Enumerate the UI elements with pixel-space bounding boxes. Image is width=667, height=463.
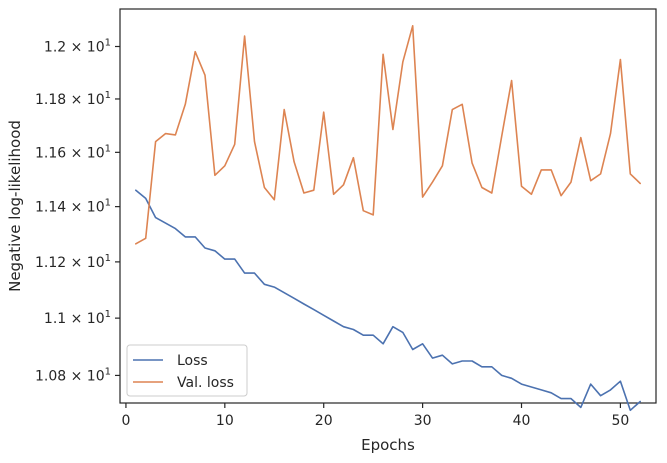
legend-box [126,344,248,397]
series-layer [135,24,642,412]
x-tick-label: 30 [414,413,432,429]
y-tick-label: 1.2 × 101 [44,37,111,55]
x-tick-label: 20 [315,413,333,429]
x-axis-label: Epochs [361,436,415,454]
x-tick-label: 50 [611,413,629,429]
y-tick-label: 1.14 × 101 [35,198,111,216]
y-axis-label: Negative log-likelihood [6,120,24,292]
legend-label-val-loss: Val. loss [177,375,234,391]
y-axis: 1.08 × 101 1.1 × 101 1.12 × 101 1.14 × 101 1… [35,37,120,384]
y-tick-label: 1.08 × 101 [35,366,111,384]
series-line-loss [135,189,642,412]
x-tick-label: 10 [216,413,234,429]
x-axis: 0 10 20 30 40 50 [121,403,629,429]
y-tick-label: 1.12 × 101 [35,253,111,271]
x-tick-label: 0 [121,413,130,429]
legend-label-loss: Loss [177,353,208,369]
y-tick-label: 1.16 × 101 [35,143,111,161]
legend: Loss Val. loss [126,344,248,397]
series-line-val-loss [135,24,642,245]
x-tick-label: 40 [513,413,531,429]
plot-area [119,8,657,404]
y-tick-label: 1.1 × 101 [44,309,111,327]
y-tick-label: 1.18 × 101 [35,90,111,108]
